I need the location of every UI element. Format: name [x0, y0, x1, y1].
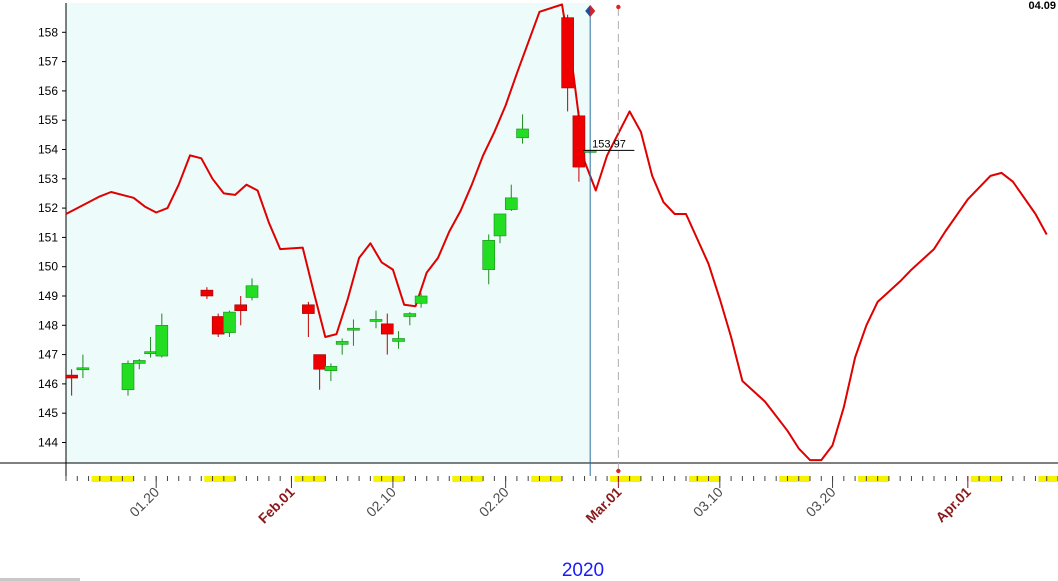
cycle-line-series	[65, 3, 1048, 462]
marker-bars	[91, 476, 1058, 482]
y-tick-label: 145	[38, 406, 58, 420]
candle-body	[482, 240, 496, 270]
marker-bar	[970, 476, 1002, 482]
candle-body	[302, 304, 315, 314]
marker-bar	[689, 476, 720, 482]
candle-body	[211, 316, 225, 335]
last-price-label: 153.97	[592, 138, 626, 150]
candle	[516, 114, 529, 144]
candle-body	[392, 338, 405, 342]
marker-bar	[779, 476, 810, 482]
history-shaded-area	[66, 3, 591, 463]
candle-body	[493, 213, 507, 237]
candle	[380, 313, 394, 355]
y-tick-label: 156	[38, 84, 58, 98]
candle	[335, 338, 349, 355]
projection-marker-bottom	[616, 468, 621, 474]
candle	[155, 313, 169, 358]
candle	[493, 213, 507, 244]
candle	[414, 293, 428, 308]
candle	[392, 331, 405, 349]
candle-body	[76, 367, 90, 371]
y-axis: 144 145 146 147 148 149 150 151 152 153 154 155 156 1…	[38, 25, 66, 449]
marker-bar	[1038, 476, 1058, 482]
y-tick-label: 149	[38, 289, 58, 303]
y-tick-label: 152	[38, 201, 58, 215]
candle-body	[121, 363, 135, 391]
candle	[369, 310, 383, 329]
candle	[403, 312, 417, 326]
candle	[132, 358, 146, 370]
candle	[200, 287, 214, 299]
candle-body	[369, 319, 383, 322]
y-tick-label: 155	[38, 113, 58, 127]
y-tick-label: 151	[38, 230, 58, 244]
y-tick-label: 148	[38, 318, 58, 332]
candle	[347, 319, 360, 346]
candle-body	[65, 374, 78, 379]
marker-bar	[858, 476, 889, 482]
marker-bar	[531, 476, 562, 482]
candle-body	[561, 17, 574, 89]
y-tick-label: 146	[38, 377, 58, 391]
candle	[211, 313, 225, 338]
today-marker-half	[590, 5, 596, 17]
scrollbar-stub	[0, 578, 80, 581]
candle-body	[347, 327, 360, 331]
y-tick-label: 158	[38, 25, 58, 39]
corner-date-label: 04.09	[1028, 0, 1056, 12]
candle	[324, 363, 338, 381]
marker-bar	[452, 476, 484, 482]
candle-body	[572, 115, 586, 168]
y-tick-label: 144	[38, 435, 58, 449]
candle	[482, 234, 496, 285]
candle	[223, 310, 236, 338]
candlestick-series	[65, 14, 597, 396]
projection-marker-top	[616, 4, 621, 10]
candle	[561, 14, 574, 112]
y-tick-label: 147	[38, 348, 58, 362]
candle-body	[414, 295, 428, 304]
candle-body	[504, 197, 518, 210]
candle-body	[313, 354, 326, 370]
candle	[121, 360, 135, 396]
candle-body	[403, 313, 417, 317]
marker-bar	[294, 476, 326, 482]
candle-body	[223, 311, 236, 333]
candle	[76, 354, 90, 379]
y-tick-label: 157	[38, 55, 58, 69]
candle-body	[144, 351, 157, 354]
y-tick-label: 154	[38, 142, 58, 156]
candle-body	[132, 360, 146, 364]
marker-bar	[610, 476, 641, 482]
candle-body	[516, 128, 529, 139]
candle-body	[155, 324, 169, 357]
year-label: 2020	[562, 560, 604, 581]
candle	[313, 354, 326, 390]
marker-bar	[91, 476, 134, 482]
y-tick-label: 150	[38, 260, 58, 274]
candle-body	[200, 289, 214, 297]
marker-bar	[373, 476, 405, 482]
cycle-line	[65, 3, 1048, 462]
candle-body	[245, 285, 259, 298]
candle	[504, 184, 518, 212]
marker-points	[585, 4, 621, 474]
candle-body	[335, 341, 349, 345]
candle	[245, 278, 259, 301]
marker-bar	[204, 476, 236, 482]
candle-body	[234, 304, 248, 311]
candle	[65, 369, 78, 396]
candle-body	[380, 323, 394, 335]
candle-body	[324, 366, 338, 372]
y-tick-label: 153	[38, 172, 58, 186]
candle	[572, 111, 586, 182]
candle	[234, 295, 248, 326]
candle	[302, 301, 315, 338]
